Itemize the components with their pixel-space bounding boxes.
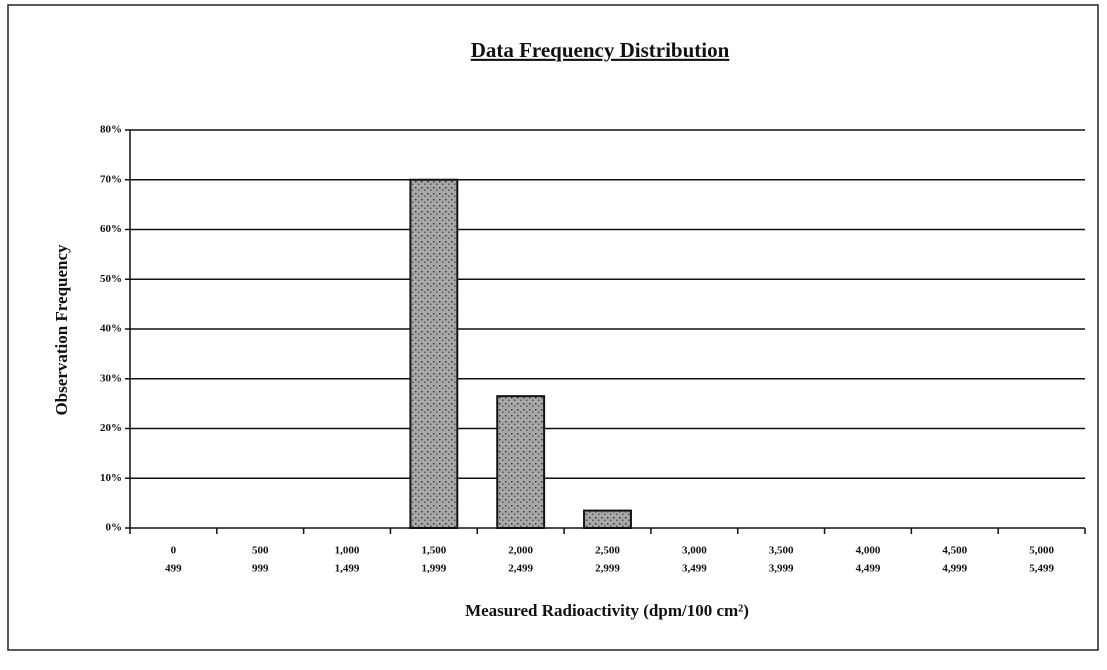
x-tick-label: 1,500 [421, 545, 446, 557]
x-tick-label: 4,999 [942, 563, 967, 575]
y-tick-label: 50% [100, 273, 122, 285]
x-tick-label: 2,499 [508, 563, 533, 575]
y-tick-label: 70% [100, 173, 122, 185]
x-tick-label: 3,000 [682, 545, 707, 557]
chart-title: Data Frequency Distribution [471, 38, 730, 62]
y-tick-label: 0% [106, 522, 123, 534]
y-axis-title: Observation Frequency [52, 244, 71, 416]
bar-texture [410, 179, 458, 528]
chart-frame [7, 4, 1099, 651]
y-tick-label: 80% [100, 124, 122, 136]
x-tick-label: 3,500 [769, 545, 794, 557]
y-tick-label: 10% [100, 472, 122, 484]
x-tick-label: 3,499 [682, 563, 707, 575]
x-tick-label: 2,999 [595, 563, 620, 575]
x-tick-label: 500 [252, 545, 269, 557]
x-tick-label: 4,500 [942, 545, 967, 557]
x-tick-label: 499 [165, 563, 182, 575]
y-tick-label: 30% [100, 372, 122, 384]
y-tick-label: 40% [100, 323, 122, 335]
x-tick-label: 1,999 [421, 563, 446, 575]
x-axis-title: Measured Radioactivity (dpm/100 cm²) [465, 601, 749, 620]
x-tick-label: 4,499 [856, 563, 881, 575]
x-tick-label: 1,499 [335, 563, 360, 575]
x-tick-label: 1,000 [335, 545, 360, 557]
x-tick-label: 4,000 [856, 545, 881, 557]
x-tick-label: 3,999 [769, 563, 794, 575]
x-tick-label: 2,500 [595, 545, 620, 557]
x-tick-label: 2,000 [508, 545, 533, 557]
x-tick-label: 5,000 [1029, 545, 1054, 557]
y-tick-label: 20% [100, 422, 122, 434]
x-tick-label: 5,499 [1029, 563, 1054, 575]
x-tick-label: 999 [252, 563, 269, 575]
y-tick-label: 60% [100, 223, 122, 235]
bar-texture [497, 396, 545, 528]
x-tick-label: 0 [171, 545, 177, 557]
bar-texture [584, 510, 631, 528]
